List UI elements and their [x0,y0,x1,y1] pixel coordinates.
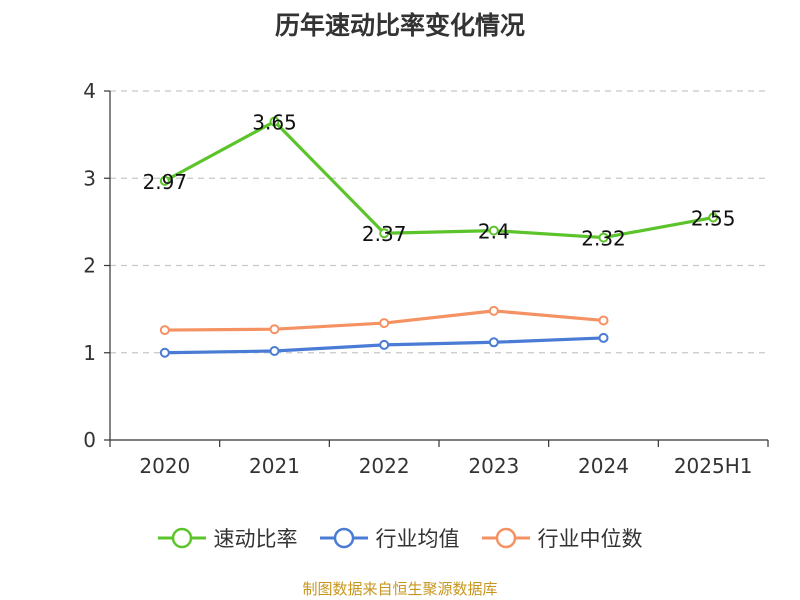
data-point [598,315,609,326]
data-label: 2.97 [143,170,188,194]
grid-layer [110,90,768,354]
axis-layer: 0 1 2 3 4 2020 2021 2022 2023 2024 2025H1 [83,79,769,478]
data-label: 2.32 [581,227,626,251]
series-layer [159,116,719,358]
x-tick-label: 2020 [139,454,190,478]
series-line [164,119,714,240]
legend-item[interactable]: 行业中位数 [481,523,643,553]
data-point [598,232,609,243]
legend: 速动比率 行业均值 行业中位数 [0,518,800,558]
data-label: 2.4 [478,220,510,244]
x-tick-label: 2021 [249,454,300,478]
data-point [269,116,280,127]
data-point [159,347,170,358]
data-point [159,175,170,186]
legend-line-circle-icon [481,527,530,549]
data-point [269,346,280,357]
data-point [598,332,609,343]
data-point [708,212,719,223]
legend-label: 行业均值 [375,527,460,551]
x-tick-label: 2025H1 [674,454,753,478]
data-point [488,305,499,316]
legend-line-circle-icon [319,527,368,549]
y-tick-label: 1 [83,341,96,365]
legend-item[interactable]: 行业均值 [319,523,460,553]
x-tick-label: 2022 [359,454,410,478]
y-tick-label: 2 [83,254,96,278]
data-point [488,337,499,348]
data-point [379,339,390,350]
legend-label: 行业中位数 [537,527,643,551]
source-note: 制图数据来自恒生聚源数据库 [302,580,498,598]
data-label-layer: 2.97 3.65 2.37 2.4 2.32 2.55 [143,111,736,251]
y-tick-label: 3 [83,166,96,190]
y-tick-label: 0 [83,428,96,452]
data-point [379,228,390,239]
data-label: 3.65 [252,111,297,135]
data-label: 2.37 [362,222,407,246]
x-tick-label: 2023 [468,454,519,478]
chart-title: 历年速动比率变化情况 [274,11,525,40]
legend-line-circle-icon [157,527,206,549]
data-point [379,318,390,329]
data-point [269,324,280,335]
data-point [488,225,499,236]
data-label: 2.55 [691,207,736,231]
y-tick-label: 4 [83,79,96,103]
legend-label: 速动比率 [213,527,298,551]
x-tick-label: 2024 [578,454,629,478]
legend-item[interactable]: 速动比率 [157,523,298,553]
data-point [159,325,170,336]
